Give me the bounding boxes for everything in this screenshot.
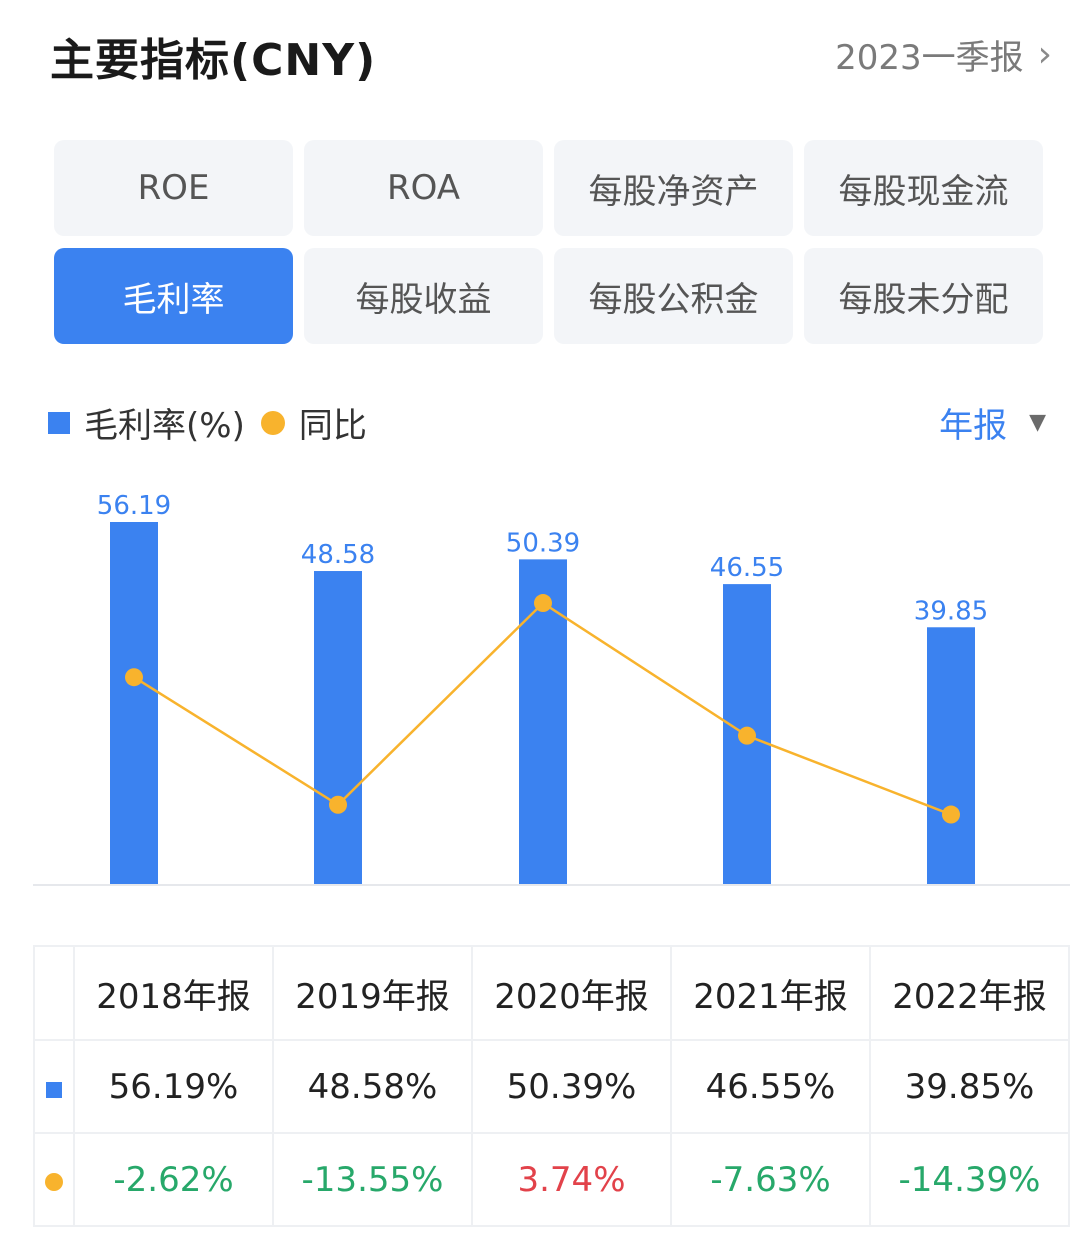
table-cell: 3.74%	[471, 1132, 672, 1227]
table-header: 2022年报	[869, 945, 1070, 1041]
bar-value-label: 50.39	[506, 528, 580, 558]
table-cell: -2.62%	[73, 1132, 274, 1227]
bar-series-marker	[33, 1039, 75, 1134]
yoy-point	[534, 594, 552, 613]
tab-undistributed-per-share[interactable]: 每股未分配	[804, 248, 1043, 344]
tab-roe[interactable]: ROE	[54, 140, 293, 236]
table-header: 2019年报	[272, 945, 473, 1041]
table-header: 2021年报	[670, 945, 871, 1041]
table-header-row: 2018年报 2019年报 2020年报 2021年报 2022年报	[33, 945, 1070, 1041]
header: 主要指标(CNY) 2023一季报 ›	[0, 0, 1086, 110]
yoy-point	[329, 795, 347, 814]
data-table: 2018年报 2019年报 2020年报 2021年报 2022年报 56.19…	[33, 945, 1070, 1227]
table-cell: -13.55%	[272, 1132, 473, 1227]
period-selector[interactable]: 2023一季报 ›	[835, 30, 1052, 79]
metric-tabs: ROE ROA 每股净资产 每股现金流 毛利率 每股收益 每股公积金 每股未分配	[54, 140, 1044, 344]
table-header: 2020年报	[471, 945, 672, 1041]
tab-eps[interactable]: 每股收益	[304, 248, 543, 344]
tab-gross-margin[interactable]: 毛利率	[54, 248, 293, 344]
table-cell: 46.55%	[670, 1039, 871, 1134]
table-cell: -14.39%	[869, 1132, 1070, 1227]
tab-reserve-per-share[interactable]: 每股公积金	[554, 248, 793, 344]
tab-net-assets-per-share[interactable]: 每股净资产	[554, 140, 793, 236]
line-legend-swatch	[260, 410, 285, 435]
table-row: 56.19% 48.58% 50.39% 46.55% 39.85%	[33, 1039, 1070, 1134]
bar-value-label: 56.19	[97, 491, 171, 521]
table-cell: 50.39%	[471, 1039, 672, 1134]
bar	[314, 571, 362, 884]
table-cell: 39.85%	[869, 1039, 1070, 1134]
yoy-point	[738, 726, 756, 745]
line-series-marker	[33, 1132, 75, 1227]
square-icon	[46, 1081, 62, 1098]
table-corner	[33, 945, 75, 1041]
chevron-right-icon: ›	[1037, 34, 1052, 75]
yoy-point	[942, 805, 960, 824]
report-type-label: 年报	[939, 406, 1008, 446]
tab-roa[interactable]: ROA	[304, 140, 543, 236]
bar-value-label: 46.55	[710, 553, 784, 583]
table-cell: -7.63%	[670, 1132, 871, 1227]
bar-legend-label: 毛利率(%)	[84, 406, 245, 446]
table-cell: 48.58%	[272, 1039, 473, 1134]
bar	[927, 627, 975, 884]
bar-value-label: 48.58	[301, 540, 375, 570]
table-row: -2.62% -13.55% 3.74% -7.63% -14.39%	[33, 1132, 1070, 1227]
period-label: 2023一季报	[835, 38, 1024, 78]
line-legend-label: 同比	[298, 406, 367, 446]
bar-value-label: 39.85	[914, 596, 988, 626]
dropdown-arrow-icon: ▼	[1029, 410, 1046, 435]
table-cell: 56.19%	[73, 1039, 274, 1134]
yoy-point	[125, 668, 143, 687]
table-header: 2018年报	[73, 945, 274, 1041]
chart-legend: 毛利率(%) 同比	[48, 398, 367, 447]
report-type-dropdown[interactable]: 年报 ▼	[939, 398, 1046, 447]
bar	[110, 522, 158, 884]
dot-icon	[45, 1172, 63, 1191]
page-title: 主要指标(CNY)	[50, 35, 377, 86]
tab-cash-flow-per-share[interactable]: 每股现金流	[804, 140, 1043, 236]
bar-legend-swatch	[48, 411, 70, 434]
gross-margin-chart: 56.19 48.58 50.39 46.55 39.85	[33, 491, 1070, 886]
